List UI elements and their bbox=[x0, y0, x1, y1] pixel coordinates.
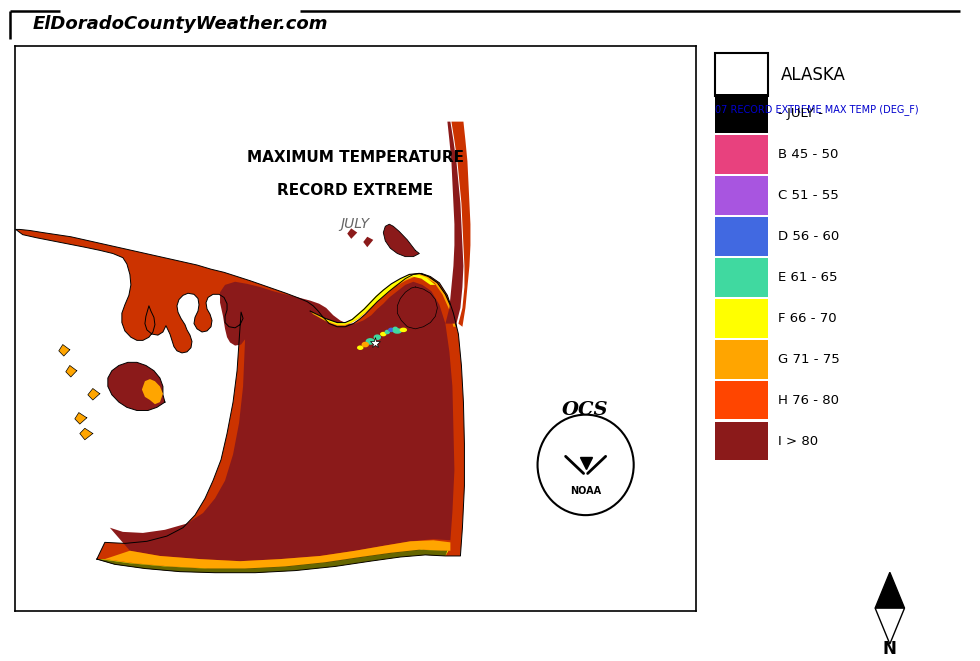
Bar bbox=[715, 422, 768, 461]
Polygon shape bbox=[875, 572, 905, 608]
Polygon shape bbox=[79, 428, 93, 440]
Polygon shape bbox=[364, 237, 373, 247]
Polygon shape bbox=[445, 122, 464, 324]
Polygon shape bbox=[16, 229, 465, 572]
Text: F 66 - 70: F 66 - 70 bbox=[778, 312, 837, 325]
Polygon shape bbox=[105, 540, 451, 568]
Text: RECORD EXTREME: RECORD EXTREME bbox=[277, 183, 433, 198]
Bar bbox=[715, 136, 768, 174]
Ellipse shape bbox=[367, 339, 374, 344]
Polygon shape bbox=[88, 389, 100, 400]
Ellipse shape bbox=[385, 330, 389, 334]
Ellipse shape bbox=[393, 329, 402, 333]
Polygon shape bbox=[96, 550, 448, 572]
Bar bbox=[715, 299, 768, 338]
Polygon shape bbox=[108, 362, 165, 410]
Text: N: N bbox=[883, 641, 897, 658]
Ellipse shape bbox=[393, 327, 397, 330]
Ellipse shape bbox=[389, 329, 394, 331]
Polygon shape bbox=[311, 274, 457, 327]
Bar bbox=[715, 217, 768, 256]
Ellipse shape bbox=[363, 342, 368, 346]
Bar bbox=[715, 258, 768, 297]
Polygon shape bbox=[97, 550, 449, 572]
Text: ElDoradoCountyWeather.com: ElDoradoCountyWeather.com bbox=[32, 15, 327, 32]
Ellipse shape bbox=[400, 329, 407, 331]
Polygon shape bbox=[452, 122, 470, 327]
Bar bbox=[715, 95, 768, 133]
Text: NOAA: NOAA bbox=[570, 486, 601, 496]
Ellipse shape bbox=[381, 332, 386, 336]
Text: D 56 - 60: D 56 - 60 bbox=[778, 230, 840, 243]
Polygon shape bbox=[74, 412, 87, 424]
Bar bbox=[715, 381, 768, 420]
Bar bbox=[715, 340, 768, 379]
Text: JULY: JULY bbox=[341, 217, 369, 231]
Text: 07 RECORD EXTREME MAX TEMP (DEG_F): 07 RECORD EXTREME MAX TEMP (DEG_F) bbox=[715, 104, 919, 114]
Polygon shape bbox=[397, 287, 437, 329]
Polygon shape bbox=[142, 379, 163, 405]
Text: MAXIMUM TEMPERATURE: MAXIMUM TEMPERATURE bbox=[247, 149, 464, 165]
Bar bbox=[715, 54, 768, 96]
Polygon shape bbox=[875, 608, 905, 644]
Polygon shape bbox=[110, 282, 455, 561]
Text: B 45 - 50: B 45 - 50 bbox=[778, 148, 839, 161]
Text: - JULY -: - JULY - bbox=[778, 107, 823, 120]
Ellipse shape bbox=[374, 335, 380, 339]
Text: H 76 - 80: H 76 - 80 bbox=[778, 394, 840, 407]
Bar bbox=[715, 176, 768, 215]
Text: E 61 - 65: E 61 - 65 bbox=[778, 271, 838, 284]
Polygon shape bbox=[383, 224, 419, 256]
Text: C 51 - 55: C 51 - 55 bbox=[778, 189, 839, 202]
Ellipse shape bbox=[358, 346, 363, 349]
Text: OCS: OCS bbox=[563, 401, 609, 420]
Polygon shape bbox=[66, 366, 76, 377]
Text: I > 80: I > 80 bbox=[778, 434, 818, 447]
Text: ALASKA: ALASKA bbox=[781, 66, 846, 84]
Polygon shape bbox=[59, 344, 70, 356]
Polygon shape bbox=[347, 229, 358, 239]
Polygon shape bbox=[313, 274, 435, 325]
Circle shape bbox=[538, 414, 634, 515]
Text: G 71 - 75: G 71 - 75 bbox=[778, 353, 840, 366]
